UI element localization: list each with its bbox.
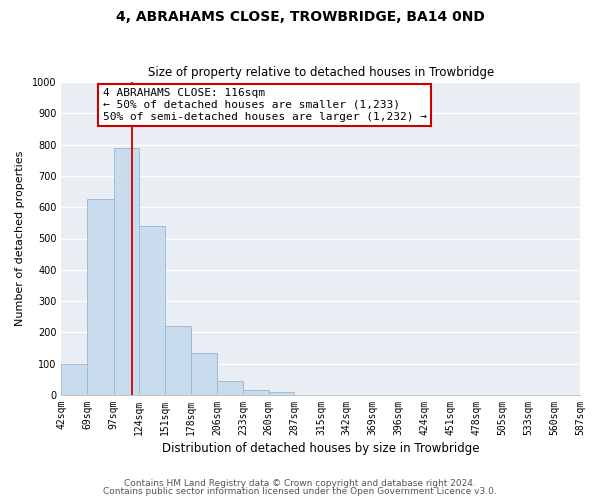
Bar	[139, 226, 165, 395]
Text: Contains public sector information licensed under the Open Government Licence v3: Contains public sector information licen…	[103, 487, 497, 496]
Bar	[61, 364, 87, 395]
Bar	[87, 200, 113, 395]
Text: 4, ABRAHAMS CLOSE, TROWBRIDGE, BA14 0ND: 4, ABRAHAMS CLOSE, TROWBRIDGE, BA14 0ND	[116, 10, 484, 24]
Bar	[191, 352, 217, 395]
Bar	[243, 390, 269, 395]
X-axis label: Distribution of detached houses by size in Trowbridge: Distribution of detached houses by size …	[162, 442, 479, 455]
Bar	[269, 392, 295, 395]
Text: 4 ABRAHAMS CLOSE: 116sqm
← 50% of detached houses are smaller (1,233)
50% of sem: 4 ABRAHAMS CLOSE: 116sqm ← 50% of detach…	[103, 88, 427, 122]
Bar	[113, 148, 139, 395]
Bar	[165, 326, 191, 395]
Bar	[217, 381, 243, 395]
Text: Contains HM Land Registry data © Crown copyright and database right 2024.: Contains HM Land Registry data © Crown c…	[124, 478, 476, 488]
Title: Size of property relative to detached houses in Trowbridge: Size of property relative to detached ho…	[148, 66, 494, 80]
Y-axis label: Number of detached properties: Number of detached properties	[15, 151, 25, 326]
